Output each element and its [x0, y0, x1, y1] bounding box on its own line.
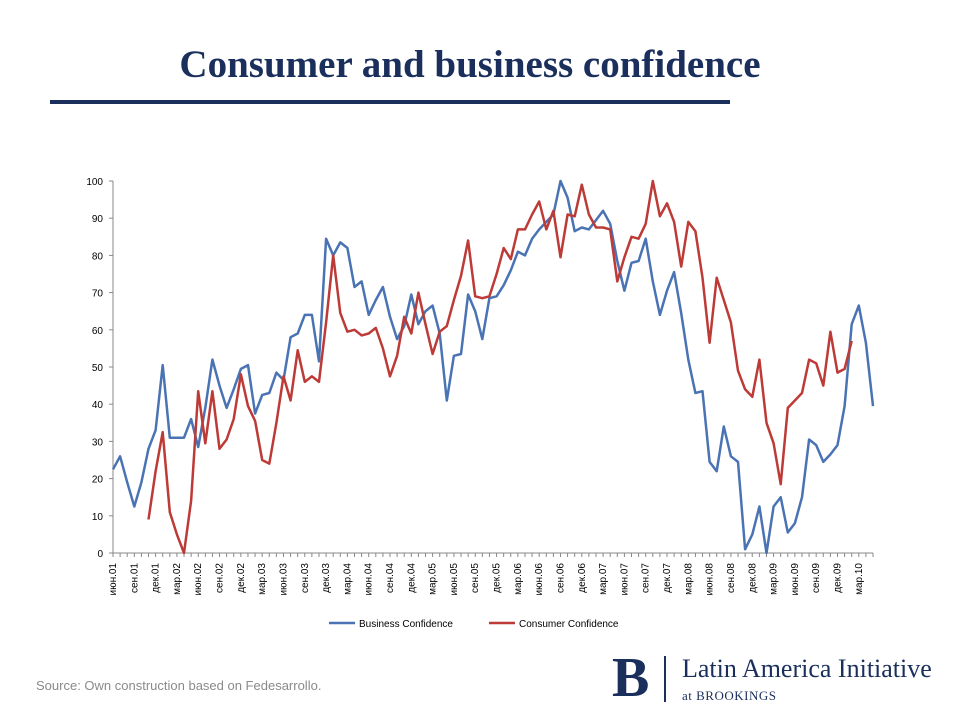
x-tick-label: сен.02: [215, 563, 226, 593]
slide-title: Consumer and business confidence: [179, 43, 761, 86]
x-tick-label: июн.09: [790, 563, 801, 596]
brookings-logo: B Latin America Initiative at BROOKINGS: [612, 648, 952, 710]
y-tick-label: 60: [92, 326, 104, 337]
x-tick-label: мар.02: [172, 563, 183, 595]
x-tick-label: дек.07: [662, 563, 673, 593]
x-tick-label: мар.04: [342, 563, 353, 595]
x-tick-label: дек.03: [321, 563, 332, 593]
x-tick-label: июн.02: [193, 563, 204, 596]
x-tick-label: сен.05: [470, 563, 481, 593]
x-tick-label: сен.07: [641, 563, 652, 593]
x-tick-label: мар.03: [257, 563, 268, 595]
x-tick-label: сен.06: [555, 563, 566, 593]
x-tick-label: июн.04: [364, 563, 375, 596]
y-tick-label: 40: [92, 400, 104, 411]
y-tick-label: 80: [92, 251, 104, 262]
x-tick-label: сен.08: [726, 563, 737, 593]
x-tick-label: дек.05: [492, 563, 503, 593]
logo-divider: [664, 656, 666, 702]
x-tick-label: июн.06: [534, 563, 545, 596]
x-tick-label: мар.08: [683, 563, 694, 595]
x-tick-label: дек.01: [151, 563, 162, 593]
y-tick-label: 30: [92, 437, 104, 448]
x-tick-label: мар.06: [513, 563, 524, 595]
x-tick-label: июн.08: [705, 563, 716, 596]
x-tick-label: дек.09: [832, 563, 843, 593]
logo-b-mark: B: [612, 647, 650, 709]
y-tick-label: 100: [86, 177, 103, 188]
x-tick-label: июн.05: [449, 563, 460, 596]
x-tick-label: дек.04: [406, 563, 417, 593]
series-line-business-confidence: [111, 179, 875, 555]
x-tick-label: мар.05: [428, 563, 439, 595]
x-tick-label: мар.07: [598, 563, 609, 595]
x-tick-label: сен.01: [129, 563, 140, 593]
x-tick-label: дек.02: [236, 563, 247, 593]
x-tick-label: июн.01: [108, 563, 119, 596]
logo-subtitle: at BROOKINGS: [682, 688, 777, 703]
y-tick-label: 70: [92, 289, 104, 300]
chart-series: [111, 179, 875, 555]
y-tick-label: 0: [97, 549, 103, 560]
x-tick-label: дек.08: [747, 563, 758, 593]
y-tick-label: 10: [92, 512, 104, 523]
x-tick-label: дек.06: [577, 563, 588, 593]
title-rule: [50, 100, 730, 104]
series-line-consumer-confidence: [147, 179, 853, 555]
x-tick-label: сен.03: [300, 563, 311, 593]
y-tick-label: 50: [92, 363, 104, 374]
legend-label: Consumer Confidence: [519, 619, 619, 630]
x-tick-label: сен.09: [811, 563, 822, 593]
x-tick-label: июн.07: [619, 563, 630, 596]
y-tick-label: 20: [92, 475, 104, 486]
x-tick-label: июн.03: [278, 563, 289, 596]
logo-initiative-name: Latin America Initiative: [682, 654, 932, 683]
source-note: Source: Own construction based on Fedesa…: [36, 678, 322, 693]
chart-legend: Business Confidence Consumer Confidence: [329, 619, 619, 630]
legend-label: Business Confidence: [359, 619, 453, 630]
x-tick-label: мар.10: [854, 563, 865, 595]
x-tick-label: мар.09: [769, 563, 780, 595]
y-tick-label: 90: [92, 214, 104, 225]
chart-axes: 0 10 20 30 40 50 60 70 80 90 100 июн.01 сен.01 дек.01…: [86, 177, 874, 596]
x-tick-label: сен.04: [385, 563, 396, 593]
